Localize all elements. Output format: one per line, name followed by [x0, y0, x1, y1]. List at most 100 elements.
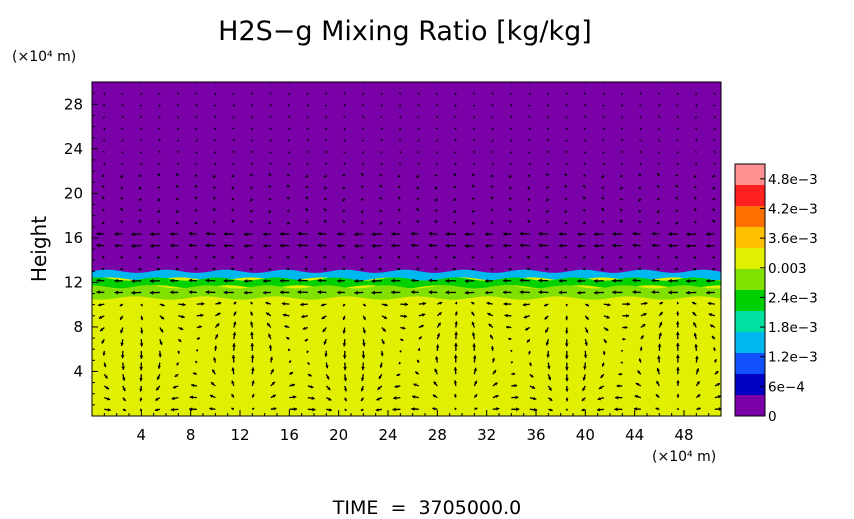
wind-arrow: [603, 338, 608, 344]
wind-arrow: [713, 150, 716, 154]
wind-arrow: [547, 397, 553, 402]
wind-arrow: [212, 220, 216, 224]
wind-arrow: [232, 343, 236, 351]
wind-arrow: [176, 116, 180, 119]
wind-arrow: [397, 267, 401, 271]
wind-arrow: [192, 372, 198, 376]
wind-arrow: [411, 278, 419, 283]
wind-arrow: [509, 151, 513, 154]
wind-arrow: [170, 278, 179, 283]
wind-arrow: [546, 350, 550, 358]
wind-arrow: [600, 373, 605, 379]
wind-arrow: [472, 343, 477, 351]
x-tick-label: 20: [329, 426, 348, 444]
wind-arrow: [418, 301, 427, 306]
wind-arrow: [471, 184, 475, 188]
wind-arrow: [205, 278, 216, 283]
wind-arrow: [601, 207, 605, 212]
wind-arrow: [307, 407, 316, 412]
wind-arrow: [577, 243, 586, 248]
wind-arrow: [706, 232, 715, 237]
wind-vector-field: [96, 82, 721, 412]
wind-arrow: [188, 278, 197, 283]
wind-arrow: [508, 337, 512, 341]
wind-arrow: [435, 127, 439, 130]
wind-arrow: [391, 278, 401, 283]
wind-arrow: [619, 255, 623, 259]
wind-arrow: [676, 139, 679, 142]
wind-arrow: [323, 255, 327, 259]
wind-arrow: [131, 243, 142, 248]
wind-arrow: [428, 278, 438, 283]
wind-arrow: [584, 339, 588, 346]
wind-arrow: [139, 385, 143, 392]
wind-arrow: [538, 290, 549, 295]
wind-arrow: [289, 371, 294, 375]
wind-arrow: [492, 394, 499, 399]
wind-arrow: [454, 407, 457, 411]
wind-arrow: [503, 231, 512, 236]
wind-arrow: [602, 115, 605, 119]
wind-arrow: [454, 115, 457, 118]
wind-arrow: [243, 243, 253, 248]
wind-arrow: [545, 339, 550, 346]
wind-arrow: [582, 209, 586, 212]
wind-arrow: [413, 383, 420, 387]
wind-arrow: [189, 395, 197, 400]
wind-arrow: [416, 197, 419, 201]
wind-arrow: [658, 332, 662, 340]
wind-arrow: [598, 385, 605, 390]
wind-arrow: [344, 397, 348, 402]
wind-arrow: [564, 221, 568, 225]
wind-arrow: [435, 103, 439, 107]
wind-arrow: [213, 357, 217, 363]
wind-arrow: [138, 174, 142, 177]
y-tick-label: 8: [73, 318, 83, 336]
wind-arrow: [434, 198, 438, 202]
wind-arrow: [282, 313, 290, 317]
wind-arrow: [157, 220, 160, 224]
wind-arrow: [694, 344, 698, 351]
wind-arrow: [195, 103, 198, 107]
wind-arrow: [713, 92, 716, 95]
x-tick-label: 8: [186, 426, 196, 444]
wind-arrow: [361, 151, 365, 154]
wind-arrow: [454, 301, 458, 305]
wind-arrow: [676, 127, 679, 130]
wind-arrow: [398, 116, 402, 119]
wind-arrow: [138, 267, 142, 271]
wind-arrow: [176, 103, 180, 107]
wind-arrow: [121, 92, 124, 95]
wind-arrow: [583, 128, 586, 131]
wind-arrow: [600, 256, 604, 259]
wind-arrow: [674, 256, 678, 259]
wind-arrow: [471, 173, 475, 177]
wind-arrow: [279, 290, 290, 295]
wind-arrow: [693, 332, 698, 340]
wind-arrow: [101, 221, 105, 225]
wind-arrow: [511, 395, 519, 400]
x-tick-label: 44: [625, 426, 644, 444]
wind-arrow: [582, 256, 586, 259]
x-tick-label: 36: [526, 426, 545, 444]
wind-arrow: [400, 326, 406, 330]
wind-arrow: [546, 150, 550, 154]
wind-arrow: [139, 162, 143, 166]
wind-arrow: [675, 354, 680, 363]
wind-arrow: [196, 325, 203, 329]
wind-arrow: [176, 162, 180, 165]
wind-arrow: [120, 327, 124, 334]
wind-arrow: [263, 243, 271, 248]
wind-arrow: [620, 361, 623, 364]
wind-arrow: [565, 315, 569, 321]
wind-arrow: [287, 162, 291, 166]
wind-arrow: [324, 162, 328, 165]
wind-arrow: [675, 184, 679, 188]
wind-arrow: [288, 360, 292, 364]
wind-arrow: [270, 407, 277, 411]
wind-arrow: [265, 301, 272, 305]
wind-arrow: [398, 138, 402, 142]
wind-arrow: [323, 338, 327, 345]
wind-arrow: [639, 92, 642, 95]
wind-arrow: [243, 278, 253, 283]
